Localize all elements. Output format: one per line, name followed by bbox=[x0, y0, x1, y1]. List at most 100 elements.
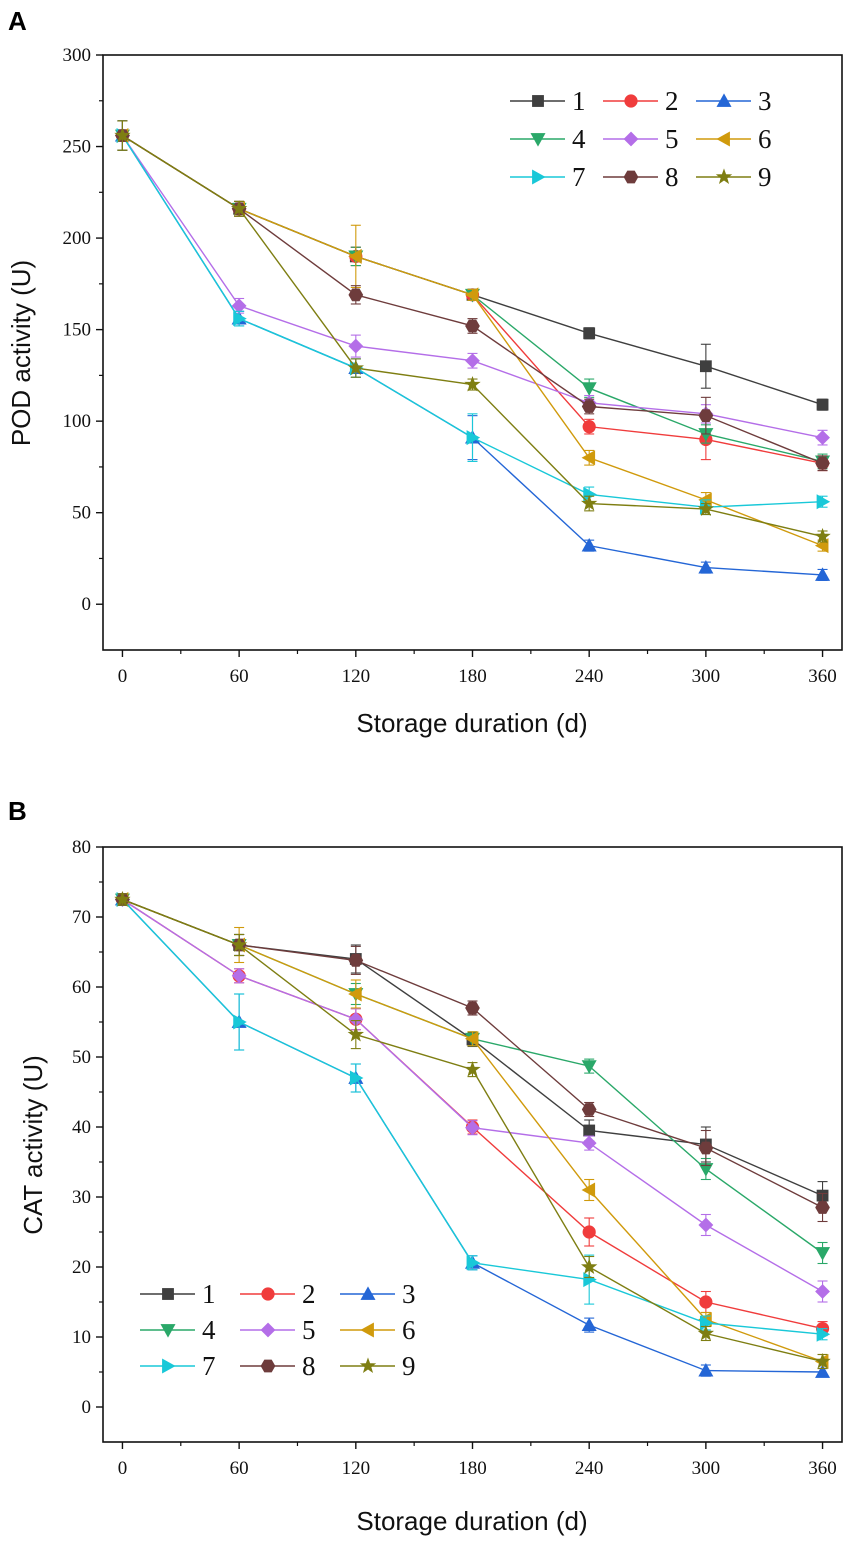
legend-b: 1 2 3 4 5 6 7 8 9 bbox=[140, 1279, 416, 1381]
data-point bbox=[466, 430, 481, 446]
legend-marker bbox=[716, 93, 732, 107]
series-8-b bbox=[115, 893, 830, 1223]
series-9-b bbox=[114, 890, 831, 1370]
legend-label: 4 bbox=[572, 124, 586, 154]
y-tick-label: 50 bbox=[72, 1047, 91, 1068]
x-tick-label: 360 bbox=[808, 666, 837, 687]
y-tick-label: 80 bbox=[72, 837, 91, 858]
legend-label: 8 bbox=[665, 162, 679, 192]
axes-b: 0 10 20 30 40 50 60 70 80 0 60 120 180 240 300 360 bbox=[72, 837, 843, 1479]
data-point bbox=[815, 1284, 830, 1299]
data-point bbox=[698, 559, 714, 574]
y-tick-label: 300 bbox=[63, 45, 92, 66]
legend-marker bbox=[532, 95, 544, 107]
y-tick-label: 0 bbox=[82, 1397, 92, 1418]
x-tick-label: 60 bbox=[230, 1458, 249, 1479]
data-point bbox=[464, 1031, 479, 1047]
legend-item-1: 1 bbox=[140, 1279, 216, 1309]
x-tick-label: 300 bbox=[692, 666, 721, 687]
data-point bbox=[114, 126, 131, 143]
plot-frame-a bbox=[102, 54, 843, 651]
data-point bbox=[583, 1272, 597, 1288]
cat-activity-chart: B Storage duration (d) CAT activity (U) … bbox=[8, 796, 843, 1536]
data-point bbox=[230, 936, 248, 952]
data-point bbox=[347, 1026, 364, 1042]
data-point bbox=[581, 1060, 597, 1074]
data-point bbox=[349, 1070, 364, 1086]
data-point bbox=[581, 538, 597, 552]
series-line bbox=[122, 898, 823, 1293]
data-point bbox=[698, 1362, 714, 1377]
legend-label: 8 bbox=[302, 1351, 316, 1381]
legend-item-3: 3 bbox=[340, 1279, 416, 1309]
y-tick-label: 40 bbox=[72, 1117, 91, 1138]
axes-a: 0 50 100 150 200 250 300 0 60 120 180 240 300 360 bbox=[63, 45, 843, 687]
series-line bbox=[122, 134, 823, 538]
y-tick-label: 50 bbox=[72, 503, 91, 524]
plot-area-b bbox=[114, 890, 831, 1378]
legend-item-7: 7 bbox=[510, 162, 586, 192]
legend-label: 3 bbox=[402, 1279, 416, 1309]
y-tick-label: 150 bbox=[63, 320, 92, 341]
series-line bbox=[122, 898, 823, 1197]
legend-marker bbox=[260, 1359, 276, 1373]
data-point bbox=[581, 1317, 597, 1332]
legend-marker bbox=[162, 1288, 174, 1300]
legend-item-9: 9 bbox=[696, 162, 772, 192]
data-point bbox=[464, 1061, 481, 1077]
legend-item-5: 5 bbox=[603, 124, 679, 154]
x-tick-label: 60 bbox=[230, 666, 249, 687]
series-line bbox=[121, 899, 823, 1373]
legend-item-4: 4 bbox=[510, 124, 586, 154]
plot-area-a bbox=[114, 120, 831, 581]
data-point bbox=[348, 288, 364, 302]
data-point bbox=[816, 1326, 831, 1342]
data-point bbox=[581, 494, 598, 511]
data-point bbox=[465, 319, 480, 333]
data-point bbox=[698, 1141, 714, 1155]
y-axis-label-a: POD activity (U) bbox=[6, 260, 36, 446]
y-tick-label: 30 bbox=[72, 1187, 91, 1208]
legend-label: 1 bbox=[572, 86, 586, 116]
x-tick-label: 180 bbox=[458, 666, 487, 687]
legend-item-6: 6 bbox=[340, 1315, 416, 1345]
data-point bbox=[583, 1124, 596, 1137]
series-line bbox=[122, 898, 823, 1209]
data-point bbox=[815, 1247, 831, 1261]
legend-marker bbox=[716, 131, 730, 147]
legend-label: 6 bbox=[402, 1315, 416, 1345]
data-point bbox=[233, 311, 247, 327]
y-tick-label: 70 bbox=[72, 907, 91, 928]
x-tick-label: 120 bbox=[342, 666, 371, 687]
data-point bbox=[582, 420, 596, 434]
x-tick-label: 240 bbox=[575, 666, 604, 687]
data-point bbox=[465, 1001, 480, 1015]
data-point bbox=[581, 1182, 596, 1198]
data-point bbox=[815, 1364, 831, 1378]
legend-marker bbox=[715, 168, 733, 184]
series-3-a bbox=[114, 120, 831, 581]
data-point bbox=[581, 1135, 597, 1151]
data-point bbox=[815, 567, 831, 581]
data-point bbox=[233, 1014, 247, 1030]
legend-item-6: 6 bbox=[696, 124, 772, 154]
legend-label: 3 bbox=[758, 86, 772, 116]
legend-label: 7 bbox=[572, 162, 586, 192]
legend-marker bbox=[162, 1358, 176, 1374]
data-point bbox=[697, 1324, 715, 1341]
x-tick-label: 120 bbox=[342, 1458, 371, 1479]
legend-marker bbox=[360, 1286, 376, 1300]
data-point bbox=[581, 450, 596, 466]
series-1-b bbox=[116, 893, 829, 1211]
data-point bbox=[815, 1201, 830, 1214]
legend-item-1: 1 bbox=[510, 86, 586, 116]
data-point bbox=[464, 375, 481, 392]
legend-label: 4 bbox=[202, 1315, 216, 1345]
legend-item-4: 4 bbox=[140, 1315, 216, 1345]
panel-tag-a: A bbox=[8, 6, 27, 36]
legend-label: 5 bbox=[302, 1315, 316, 1345]
legend-marker bbox=[160, 1324, 176, 1338]
data-point bbox=[581, 400, 597, 413]
data-point bbox=[815, 456, 830, 470]
data-point bbox=[699, 1295, 713, 1309]
